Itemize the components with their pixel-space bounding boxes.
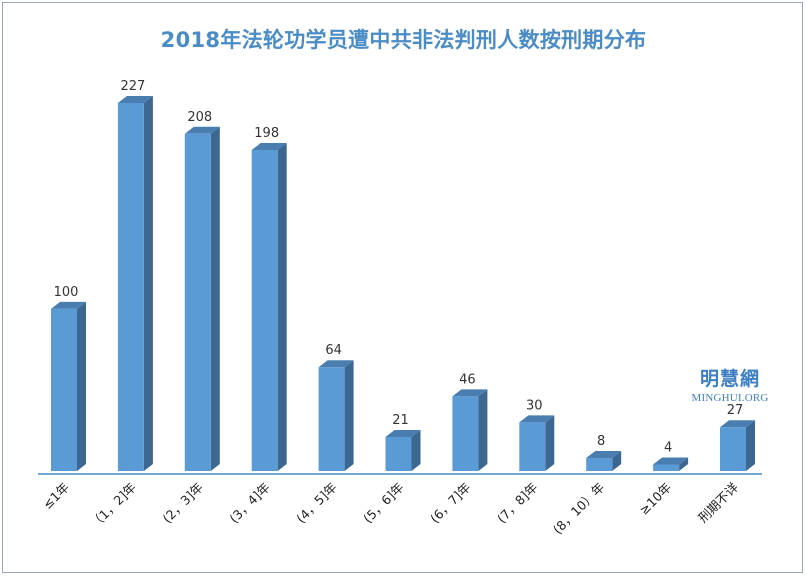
x-tick-label: (7，8]年 (494, 480, 540, 526)
bar-top (452, 389, 488, 397)
bar-side (143, 96, 153, 471)
data-label: 227 (120, 79, 145, 94)
bar-front (51, 308, 77, 471)
data-labels-layer: 100 227 208 198 64 21 46 30 8 4 27 (54, 79, 744, 456)
x-tick-label: (5，6]年 (360, 480, 406, 526)
data-label: 100 (54, 285, 79, 300)
x-tick-label: (2，3]年 (159, 480, 205, 526)
bar (519, 415, 555, 471)
bar (452, 389, 488, 471)
bar-side (210, 126, 220, 472)
watermark-cn-text: 明慧網 (699, 368, 760, 390)
bar-front (117, 103, 144, 471)
bar (720, 420, 755, 471)
bar (51, 301, 86, 471)
bar (653, 457, 689, 471)
x-tick-label: （1，2]年 (87, 480, 139, 532)
chart-title: 2018年法轮功学员遭中共非法判刑人数按刑期分布 (160, 28, 647, 52)
bar (184, 126, 220, 472)
data-label: 21 (392, 413, 409, 428)
x-tick-label: (3，4]年 (226, 480, 272, 526)
bar-side (679, 457, 689, 471)
bar-top (184, 126, 220, 134)
data-label: 30 (526, 398, 543, 413)
bar-top (586, 451, 622, 459)
bar-side (77, 301, 86, 471)
bar-side (746, 420, 755, 471)
bar-front (519, 422, 546, 471)
data-label: 46 (459, 372, 476, 387)
bar-top (251, 143, 287, 151)
bar-top (318, 360, 354, 368)
bar-side (411, 429, 421, 471)
bar (318, 360, 354, 471)
x-tick-label: (6，7]年 (427, 480, 473, 526)
data-label: 208 (187, 110, 212, 125)
bar-top (720, 420, 755, 428)
bar-top (117, 96, 153, 103)
x-tick-label: ≤1年 (40, 480, 72, 512)
data-label: 4 (664, 441, 672, 456)
data-label: 64 (325, 343, 342, 358)
bar-side (612, 451, 622, 471)
minghui-watermark: 明慧網 MINGHUI.ORG (684, 364, 776, 404)
bar-side (277, 143, 287, 471)
bar-top (653, 457, 689, 465)
bar (586, 451, 622, 471)
bar-side (344, 360, 354, 471)
bar-front (586, 458, 613, 471)
bar-top (519, 415, 555, 423)
bar-front (720, 427, 746, 471)
bar (251, 143, 287, 471)
bar (385, 429, 421, 471)
x-tick-label: (8，10）年 (550, 480, 607, 537)
bar-side (478, 389, 488, 471)
x-tick-label: 刑期不详 (695, 480, 741, 526)
bar-front (318, 367, 345, 471)
bar-front (184, 133, 211, 471)
bar-top (385, 429, 421, 437)
bar (117, 96, 153, 471)
x-tick-label: (4，5]年 (293, 480, 339, 526)
watermark-en-text: MINGHUI.ORG (691, 392, 769, 404)
bar-front (251, 150, 278, 471)
bars-layer (51, 96, 755, 472)
data-label: 27 (727, 403, 744, 418)
data-label: 8 (597, 434, 605, 449)
bar-top (51, 301, 86, 309)
bar-front (452, 396, 479, 471)
x-tick-label: ≥10年 (636, 480, 674, 518)
bar-front (653, 464, 680, 471)
bar-front (385, 436, 412, 471)
x-tick-labels-layer: ≤1年 （1，2]年 (2，3]年 (3，4]年 (4，5]年 (5，6]年 (6，7]年 (… (40, 480, 741, 537)
bar-side (545, 415, 555, 471)
data-label: 198 (254, 126, 279, 141)
